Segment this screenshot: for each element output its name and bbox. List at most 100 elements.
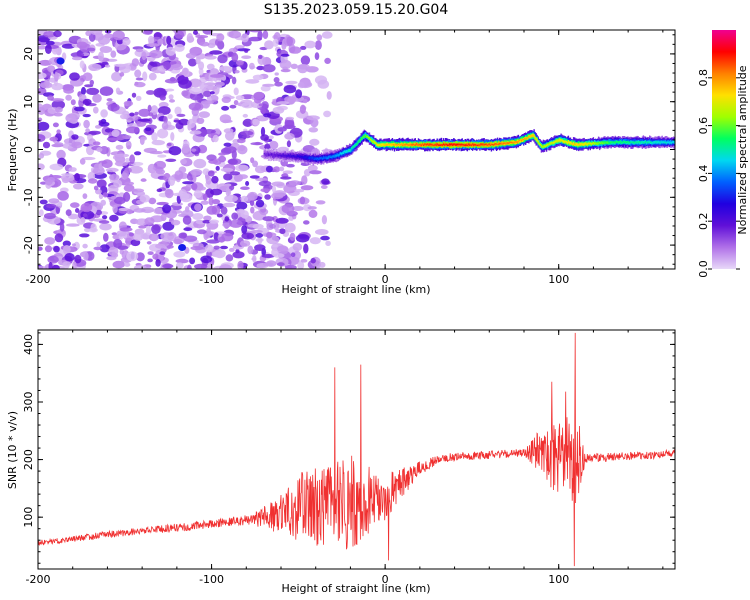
spectrogram-ridge-cell: [624, 141, 626, 144]
snr-ytick-label: 100: [22, 507, 35, 528]
figure-title: S135.2023.059.15.20.G04: [264, 2, 449, 18]
spectrogram-noise-blob: [247, 191, 258, 201]
spectrogram-noise-blob: [238, 174, 249, 180]
spectrogram-ridge-cell: [577, 143, 579, 147]
spectrogram-noise-blob: [165, 158, 177, 162]
spectrogram-noise-blob: [126, 251, 139, 262]
spectrogram-noise-blob: [79, 158, 86, 165]
spectrogram-noise-blob: [300, 55, 311, 66]
spectrogram-ridge-cell: [622, 140, 625, 143]
spectrogram-noise-blob: [306, 115, 320, 121]
spectrogram-ridge-cell: [588, 143, 590, 145]
spectrogram-ridge-cell: [306, 157, 308, 160]
spectrogram-ridge-cell: [535, 138, 537, 141]
spectrogram-noise-blob: [72, 261, 77, 269]
spectrogram-noise-blob: [136, 120, 147, 127]
spectrogram-noise-blob: [83, 251, 89, 261]
spectrogram-noise-blob: [292, 243, 303, 251]
spectrogram-noise-blob: [142, 71, 148, 82]
spectrogram-noise-blob: [65, 113, 78, 123]
spectrogram-noise-blob: [147, 104, 152, 112]
spectrogram-ridge-cell: [341, 152, 344, 154]
spectrogram-ridge-cell: [431, 143, 433, 146]
spectrogram-noise-blob: [122, 38, 131, 46]
spectrogram-noise-blob: [65, 94, 72, 101]
spectrogram-noise-blob: [250, 142, 263, 146]
spectrogram-ridge-cell: [361, 136, 363, 139]
spectrogram-ridge-cell: [499, 142, 501, 145]
spectrogram-ridge-cell: [618, 141, 621, 143]
spectrogram-noise-blob: [146, 266, 151, 269]
spectrogram-ridge-cell: [656, 141, 658, 143]
spectrogram-ridge-cell: [440, 144, 443, 146]
spectrogram-noise-blob: [242, 118, 253, 127]
spectrogram-ridge-cell: [410, 144, 412, 146]
spectrogram-ridge-cell: [462, 144, 464, 146]
spectrogram-ridge-cell: [326, 157, 328, 160]
spectrogram-ridge-cell: [412, 143, 414, 146]
spectrogram-noise-blob: [213, 245, 220, 250]
spectrogram-ridge-cell: [371, 140, 374, 142]
spectrogram-noise-blob: [181, 67, 189, 76]
spectrogram-ridge-cell: [638, 141, 640, 143]
spectrogram-noise-blob: [228, 30, 242, 39]
spectrogram-ridge-cell: [291, 155, 294, 159]
spectrogram-noise-blob: [252, 160, 259, 168]
spectrogram-noise-blob: [273, 77, 280, 83]
spectrogram-noise-blob: [68, 167, 77, 172]
spectrogram-ridge-cell: [672, 141, 675, 143]
spectrogram-ridge-cell: [511, 142, 513, 144]
snr-trace: [38, 332, 675, 567]
spectrogram-ridge-cell: [654, 141, 656, 143]
spectrogram-ridge-cell: [350, 148, 352, 151]
spectrogram-ridge-cell: [633, 141, 635, 144]
spectrogram-noise-blob: [178, 79, 192, 89]
snr-xtick-label: -100: [199, 573, 224, 586]
spectrogram-noise-blob: [82, 98, 92, 106]
spectrogram-noise-blob: [250, 229, 263, 234]
spectrogram-noise-blob: [98, 120, 103, 124]
spectrogram-ridge-cell: [414, 144, 416, 146]
spectrogram-noise-blob: [212, 250, 224, 258]
spectrogram-noise-blob: [95, 125, 102, 129]
spectrogram-noise-blob: [262, 83, 275, 87]
spectrogram-noise-blob: [168, 232, 173, 236]
spectrogram-ridge-cell: [327, 157, 329, 159]
spectrogram-noise-blob: [212, 134, 219, 143]
spectrogram-ridge-cell: [553, 141, 555, 144]
spectrogram-noise-blob: [267, 135, 274, 140]
spectrogram-ridge-cell: [488, 143, 490, 145]
spectrogram-ridge-cell: [519, 139, 522, 143]
spectrogram-ridge-cell: [514, 141, 516, 143]
spectrogram-ridge-cell: [342, 152, 345, 155]
spectrogram-noise-blob: [51, 82, 64, 91]
spectrogram-ridge-cell: [287, 154, 289, 157]
spectrogram-noise-blob: [100, 109, 108, 118]
spectrogram-ridge-cell: [336, 153, 338, 157]
spectrogram-ridge-cell: [364, 134, 367, 136]
spectrogram-noise-blob: [303, 98, 308, 104]
spectrogram-ridge-cell: [614, 141, 616, 143]
spectrogram-ridge-cell: [425, 143, 427, 145]
snr-xtick-label: 0: [382, 573, 389, 586]
spectrogram-noise-blob: [321, 31, 333, 39]
spectrogram-ridge-cell: [665, 142, 667, 144]
spectrogram-ridge-cell: [542, 144, 545, 148]
spectrogram-noise-blob: [309, 170, 322, 175]
spectrogram-noise-blob: [309, 237, 321, 245]
spectrogram-noise-blob: [134, 69, 142, 78]
spectrogram-ridge-cell: [370, 140, 373, 142]
spectrogram-ridge-cell: [668, 141, 671, 143]
spectrogram-noise-blob: [98, 51, 104, 62]
colorbar-tick-label: 0.2: [697, 212, 710, 230]
spectrogram-noise-blob: [56, 149, 66, 160]
spectrogram-ridge-cell: [533, 135, 535, 138]
spectrogram-noise-blob: [70, 202, 80, 208]
spectrogram-ridge-cell: [301, 155, 303, 158]
spectrogram-noise-blob: [187, 264, 192, 269]
spectrogram-noise-blob: [258, 180, 272, 187]
spectrogram-ridge-cell: [639, 141, 641, 144]
spectrogram-noise-blob: [180, 158, 187, 165]
spectrogram-ridge-cell: [601, 141, 603, 144]
spectrogram-noise-blob: [138, 108, 151, 117]
